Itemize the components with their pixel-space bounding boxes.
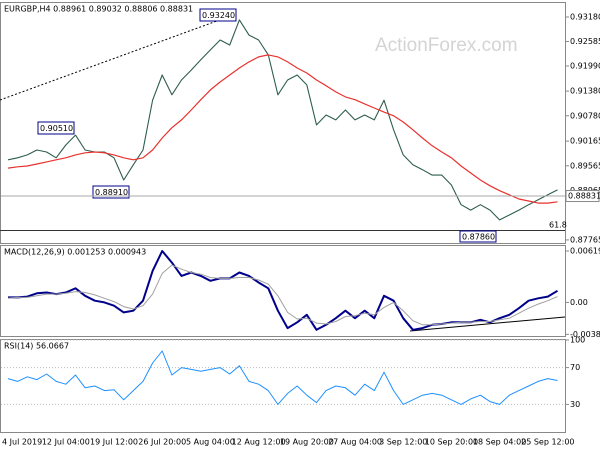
x-tick-label: 25 Sep 12:00 <box>521 438 574 447</box>
y-tick-label: 100 <box>570 336 585 345</box>
watermark: ActionForex.com <box>375 35 518 56</box>
trend-line <box>0 13 237 101</box>
y-tick-label: 0.93180 <box>570 12 600 21</box>
macd-panel <box>0 245 566 337</box>
annotations: 0.93240 0.90510 0.88910 0.87860 61.8 <box>37 8 567 243</box>
series-line <box>8 250 559 331</box>
annotation-box <box>92 185 130 199</box>
series-line <box>7 54 558 204</box>
macd-trend-line <box>409 316 566 332</box>
y-tick-label: -0.003851 <box>570 330 600 339</box>
x-tick-label: 18 Sep 04:00 <box>473 438 526 447</box>
x-tick-label: 27 Aug 04:00 <box>328 438 382 447</box>
panel-title: RSI(14) 56.0667 <box>4 342 69 351</box>
y-tick-label: 0.91990 <box>570 61 600 70</box>
x-tick-label: 12 Aug 12:00 <box>232 438 286 447</box>
y-tick-label: 0.91380 <box>570 87 600 96</box>
y-tick-label: 0.90165 <box>570 137 600 146</box>
y-tick-label: 70 <box>570 363 580 372</box>
price-panel <box>0 2 566 244</box>
x-tick-label: 10 Sep 20:00 <box>425 438 478 447</box>
annotation-box <box>37 121 75 135</box>
x-tick-label: 5 Aug 04:00 <box>186 438 235 447</box>
y-tick-label: 30 <box>570 400 580 409</box>
fib-label: 61.8 <box>549 221 567 230</box>
y-tick-label: 0.006195 <box>570 247 600 256</box>
x-tick-label: 19 Aug 20:00 <box>280 438 334 447</box>
last-price-label: 0.88831 <box>568 192 600 201</box>
x-tick-label: 12 Jul 04:00 <box>42 438 90 447</box>
last-price-box <box>565 190 600 203</box>
panel-title: MACD(12,26,9) 0.001253 0.000943 <box>4 248 146 257</box>
series-line <box>7 350 558 405</box>
series-line <box>7 264 558 326</box>
annotation: 0.93240 <box>202 11 235 20</box>
x-tick-label: 26 Jul 20:00 <box>138 438 186 447</box>
y-tick-label: 0.00 <box>570 298 588 307</box>
panel-title: EURGBP,H4 0.88961 0.89032 0.88806 0.8883… <box>4 5 193 14</box>
rsi-panel <box>0 339 566 433</box>
x-tick-label: 3 Sep 12:00 <box>379 438 427 447</box>
annotation: 0.88910 <box>95 188 128 197</box>
annotation-box <box>199 8 237 22</box>
y-tick-label: 0.89565 <box>570 161 600 170</box>
y-tick-label: 0.92585 <box>570 37 600 46</box>
x-tick-label: 4 Jul 2019 <box>2 438 42 447</box>
annotation: 0.87860 <box>462 233 495 242</box>
y-tick-label: 0.90780 <box>570 111 600 120</box>
annotation: 0.90510 <box>40 124 73 133</box>
x-tick-label: 19 Jul 12:00 <box>90 438 138 447</box>
annotation-box <box>459 230 497 243</box>
y-tick-label: 0.87765 <box>570 235 600 244</box>
